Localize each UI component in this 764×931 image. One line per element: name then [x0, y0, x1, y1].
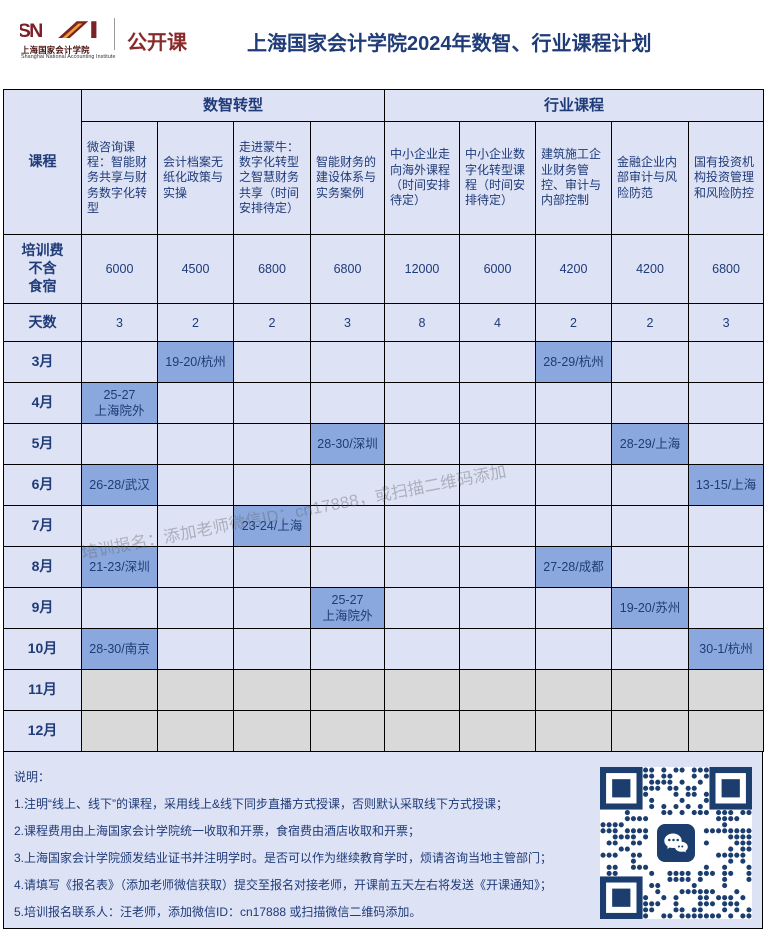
svg-text:SN: SN	[20, 20, 42, 42]
